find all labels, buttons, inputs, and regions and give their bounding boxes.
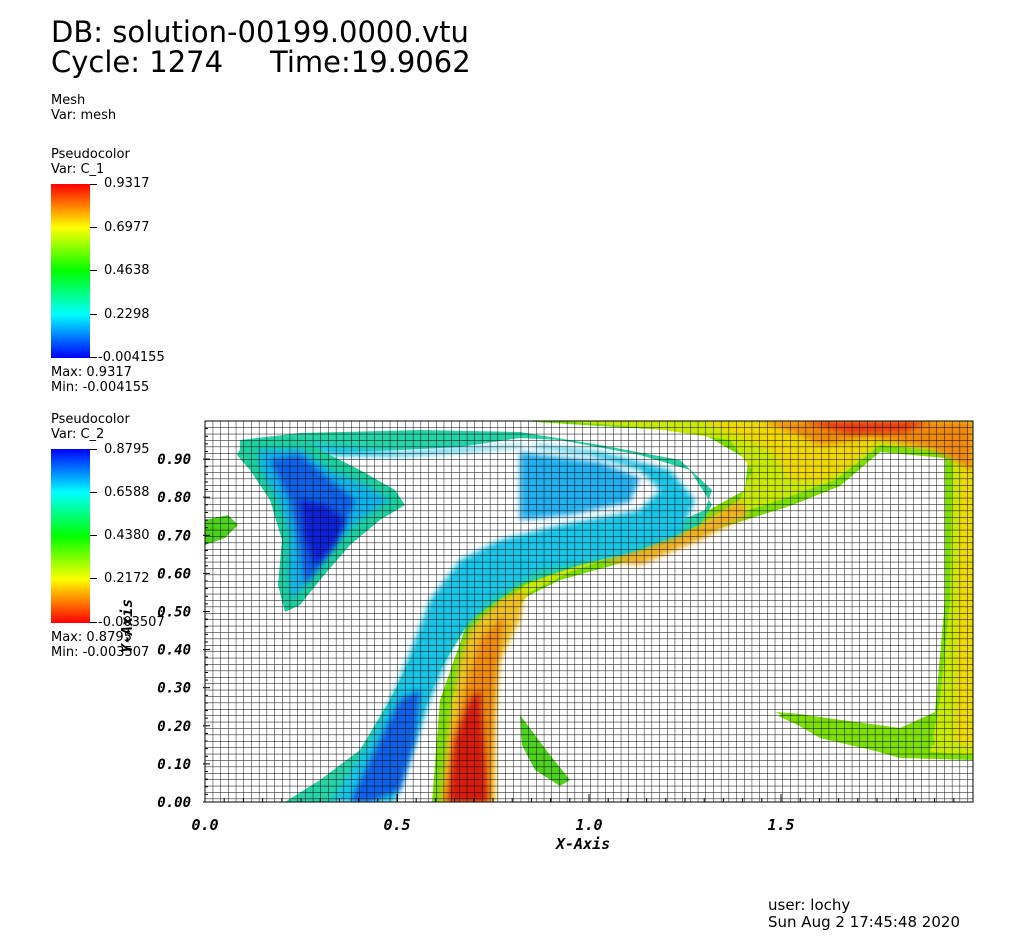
mesh-grid bbox=[205, 421, 973, 802]
c2-tick-label: -0.003507 bbox=[98, 615, 165, 630]
timestamp-label: Sun Aug 2 17:45:48 2020 bbox=[768, 913, 960, 931]
x-tick-label: 0.5 bbox=[383, 816, 410, 834]
y-ticks: 0.00 0.10 0.20 0.30 0.40 0.50 0.60 0.70 0.80 0.90 bbox=[157, 428, 210, 811]
c2-min-label: Min: -0.003507 bbox=[51, 645, 150, 660]
c1-legend-var: Var: C_1 bbox=[51, 162, 105, 177]
x-ticks: 0.0 0.5 1.0 1.5 bbox=[191, 794, 955, 834]
c1-tick-mark bbox=[90, 270, 97, 271]
user-label: user: lochy bbox=[768, 896, 851, 914]
c2-tick-label: 0.2172 bbox=[104, 571, 150, 586]
y-tick-label: 0.50 bbox=[157, 605, 191, 621]
c1-tick-label: 0.9317 bbox=[104, 176, 150, 191]
mesh-legend-var: Var: mesh bbox=[51, 108, 117, 123]
c2-tick-mark bbox=[90, 578, 97, 579]
c2-tick-mark bbox=[90, 492, 97, 493]
y-tick-label: 0.00 bbox=[157, 795, 191, 811]
c1-legend-title: Pseudocolor bbox=[51, 147, 130, 162]
y-tick-label: 0.10 bbox=[157, 757, 191, 773]
y-tick-label: 0.80 bbox=[157, 490, 191, 506]
y-tick-label: 0.30 bbox=[157, 681, 191, 697]
x-tick-label: 0.0 bbox=[191, 816, 218, 834]
x-tick-label: 1.5 bbox=[767, 816, 794, 834]
y-tick-label: 0.20 bbox=[157, 719, 191, 735]
c1-tick-label: 0.2298 bbox=[104, 307, 150, 322]
c2-tick-mark bbox=[90, 622, 97, 623]
c1-tick-label: 0.4638 bbox=[104, 263, 150, 278]
c2-tick-label: 0.6588 bbox=[104, 485, 150, 500]
y-axis-title: Y-Axis bbox=[118, 598, 136, 653]
mesh-legend-title: Mesh bbox=[51, 93, 86, 108]
y-tick-label: 0.70 bbox=[157, 528, 191, 544]
c1-tick-mark bbox=[90, 227, 97, 228]
y-tick-label: 0.40 bbox=[157, 643, 191, 659]
c2-tick-mark bbox=[90, 535, 97, 536]
c2-color-bar bbox=[51, 449, 90, 623]
c1-tick-mark bbox=[90, 184, 97, 185]
c1-tick-mark bbox=[90, 314, 97, 315]
c2-tick-mark bbox=[90, 449, 97, 450]
c2-legend-var: Var: C_2 bbox=[51, 427, 105, 442]
c2-tick-label: 0.8795 bbox=[104, 442, 150, 457]
c1-tick-mark bbox=[90, 357, 97, 358]
c1-max-label: Max: 0.9317 bbox=[51, 365, 132, 380]
x-axis-title: X-Axis bbox=[556, 835, 611, 853]
c2-tick-label: 0.4380 bbox=[104, 528, 150, 543]
c2-legend-title: Pseudocolor bbox=[51, 412, 130, 427]
c1-color-bar bbox=[51, 184, 90, 358]
y-tick-label: 0.90 bbox=[157, 452, 191, 468]
c1-tick-label: -0.004155 bbox=[98, 350, 165, 365]
database-label: DB: solution-00199.0000.vtu bbox=[51, 15, 469, 49]
cycle-label: Cycle: 1274 bbox=[51, 45, 224, 79]
y-tick-label: 0.60 bbox=[157, 566, 191, 582]
c1-tick-label: 0.6977 bbox=[104, 220, 150, 235]
c1-min-label: Min: -0.004155 bbox=[51, 380, 150, 395]
time-label: Time:19.9062 bbox=[270, 45, 471, 79]
c2-max-label: Max: 0.8795 bbox=[51, 630, 132, 645]
x-tick-label: 1.0 bbox=[575, 816, 602, 834]
